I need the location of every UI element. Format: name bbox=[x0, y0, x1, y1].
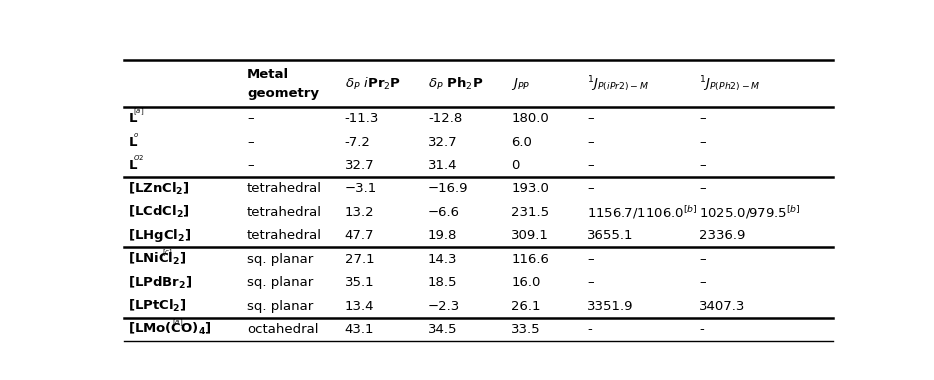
Text: –: – bbox=[587, 276, 594, 289]
Text: $\mathbf{[LCdCl_2]}$: $\mathbf{[LCdCl_2]}$ bbox=[128, 204, 190, 220]
Text: 3407.3: 3407.3 bbox=[700, 299, 746, 312]
Text: 27.1: 27.1 bbox=[345, 253, 375, 266]
Text: -: - bbox=[700, 323, 704, 336]
Text: $\mathbf{[LMo(CO)_4]}$: $\mathbf{[LMo(CO)_4]}$ bbox=[128, 321, 211, 337]
Text: 18.5: 18.5 bbox=[428, 276, 458, 289]
Text: –: – bbox=[700, 112, 706, 125]
Text: 1025.0/979.5$^{[b]}$: 1025.0/979.5$^{[b]}$ bbox=[700, 204, 801, 221]
Text: −2.3: −2.3 bbox=[428, 299, 460, 312]
Text: $\delta_P$ Ph$_2$P: $\delta_P$ Ph$_2$P bbox=[428, 76, 484, 92]
Text: –: – bbox=[587, 182, 594, 195]
Text: $^{O2}$: $^{O2}$ bbox=[133, 155, 144, 165]
Text: 3655.1: 3655.1 bbox=[587, 229, 634, 242]
Text: tetrahedral: tetrahedral bbox=[247, 206, 322, 219]
Text: 13.4: 13.4 bbox=[345, 299, 375, 312]
Text: –: – bbox=[247, 136, 254, 149]
Text: sq. planar: sq. planar bbox=[247, 253, 313, 266]
Text: $^1J_{P(Ph2)-M}$: $^1J_{P(Ph2)-M}$ bbox=[700, 74, 761, 93]
Text: $\mathbf{[LZnCl_2]}$: $\mathbf{[LZnCl_2]}$ bbox=[128, 181, 190, 197]
Text: $^{[a]}$: $^{[a]}$ bbox=[172, 319, 183, 329]
Text: geometry: geometry bbox=[247, 87, 319, 100]
Text: octahedral: octahedral bbox=[247, 323, 318, 336]
Text: 31.4: 31.4 bbox=[428, 159, 458, 172]
Text: 2336.9: 2336.9 bbox=[700, 229, 746, 242]
Text: –: – bbox=[587, 159, 594, 172]
Text: $\mathbf{L}$: $\mathbf{L}$ bbox=[128, 112, 137, 125]
Text: $\mathbf{[LPtCl_2]}$: $\mathbf{[LPtCl_2]}$ bbox=[128, 298, 187, 314]
Text: –: – bbox=[700, 159, 706, 172]
Text: 32.7: 32.7 bbox=[345, 159, 375, 172]
Text: –: – bbox=[247, 112, 254, 125]
Text: 32.7: 32.7 bbox=[428, 136, 458, 149]
Text: -: - bbox=[587, 323, 592, 336]
Text: $\delta_P$ $i$Pr$_2$P: $\delta_P$ $i$Pr$_2$P bbox=[345, 76, 401, 92]
Text: –: – bbox=[700, 276, 706, 289]
Text: $^{[a]}$: $^{[a]}$ bbox=[133, 109, 144, 119]
Text: sq. planar: sq. planar bbox=[247, 299, 313, 312]
Text: Metal: Metal bbox=[247, 68, 290, 81]
Text: $^{[c]}$: $^{[c]}$ bbox=[163, 249, 173, 259]
Text: 26.1: 26.1 bbox=[511, 299, 541, 312]
Text: 34.5: 34.5 bbox=[428, 323, 458, 336]
Text: 35.1: 35.1 bbox=[345, 276, 375, 289]
Text: −6.6: −6.6 bbox=[428, 206, 460, 219]
Text: sq. planar: sq. planar bbox=[247, 276, 313, 289]
Text: −16.9: −16.9 bbox=[428, 182, 469, 195]
Text: –: – bbox=[700, 182, 706, 195]
Text: −3.1: −3.1 bbox=[345, 182, 377, 195]
Text: -7.2: -7.2 bbox=[345, 136, 371, 149]
Text: $^{o}$: $^{o}$ bbox=[133, 132, 138, 142]
Text: -12.8: -12.8 bbox=[428, 112, 462, 125]
Text: –: – bbox=[700, 136, 706, 149]
Text: 231.5: 231.5 bbox=[511, 206, 549, 219]
Text: –: – bbox=[587, 253, 594, 266]
Text: 16.0: 16.0 bbox=[511, 276, 541, 289]
Text: 6.0: 6.0 bbox=[511, 136, 532, 149]
Text: $\mathbf{[LNiCl_2]}$: $\mathbf{[LNiCl_2]}$ bbox=[128, 251, 186, 267]
Text: $\mathbf{[LHgCl_2]}$: $\mathbf{[LHgCl_2]}$ bbox=[128, 227, 191, 244]
Text: 0: 0 bbox=[511, 159, 519, 172]
Text: –: – bbox=[700, 253, 706, 266]
Text: tetrahedral: tetrahedral bbox=[247, 229, 322, 242]
Text: 13.2: 13.2 bbox=[345, 206, 375, 219]
Text: 19.8: 19.8 bbox=[428, 229, 458, 242]
Text: 116.6: 116.6 bbox=[511, 253, 549, 266]
Text: 1156.7/1106.0$^{[b]}$: 1156.7/1106.0$^{[b]}$ bbox=[587, 204, 698, 221]
Text: -11.3: -11.3 bbox=[345, 112, 379, 125]
Text: 14.3: 14.3 bbox=[428, 253, 458, 266]
Text: $\mathbf{L}$: $\mathbf{L}$ bbox=[128, 159, 137, 172]
Text: $\mathbf{L}$: $\mathbf{L}$ bbox=[128, 136, 137, 149]
Text: $\mathbf{[LPdBr_2]}$: $\mathbf{[LPdBr_2]}$ bbox=[128, 275, 191, 291]
Text: $J_{PP}$: $J_{PP}$ bbox=[511, 76, 531, 92]
Text: tetrahedral: tetrahedral bbox=[247, 182, 322, 195]
Text: –: – bbox=[247, 159, 254, 172]
Text: 193.0: 193.0 bbox=[511, 182, 549, 195]
Text: 180.0: 180.0 bbox=[511, 112, 549, 125]
Text: $^1J_{P(iPr2)-M}$: $^1J_{P(iPr2)-M}$ bbox=[587, 74, 649, 93]
Text: 33.5: 33.5 bbox=[511, 323, 541, 336]
Text: 309.1: 309.1 bbox=[511, 229, 549, 242]
Text: –: – bbox=[587, 136, 594, 149]
Text: –: – bbox=[587, 112, 594, 125]
Text: 43.1: 43.1 bbox=[345, 323, 375, 336]
Text: 47.7: 47.7 bbox=[345, 229, 375, 242]
Text: 3351.9: 3351.9 bbox=[587, 299, 634, 312]
